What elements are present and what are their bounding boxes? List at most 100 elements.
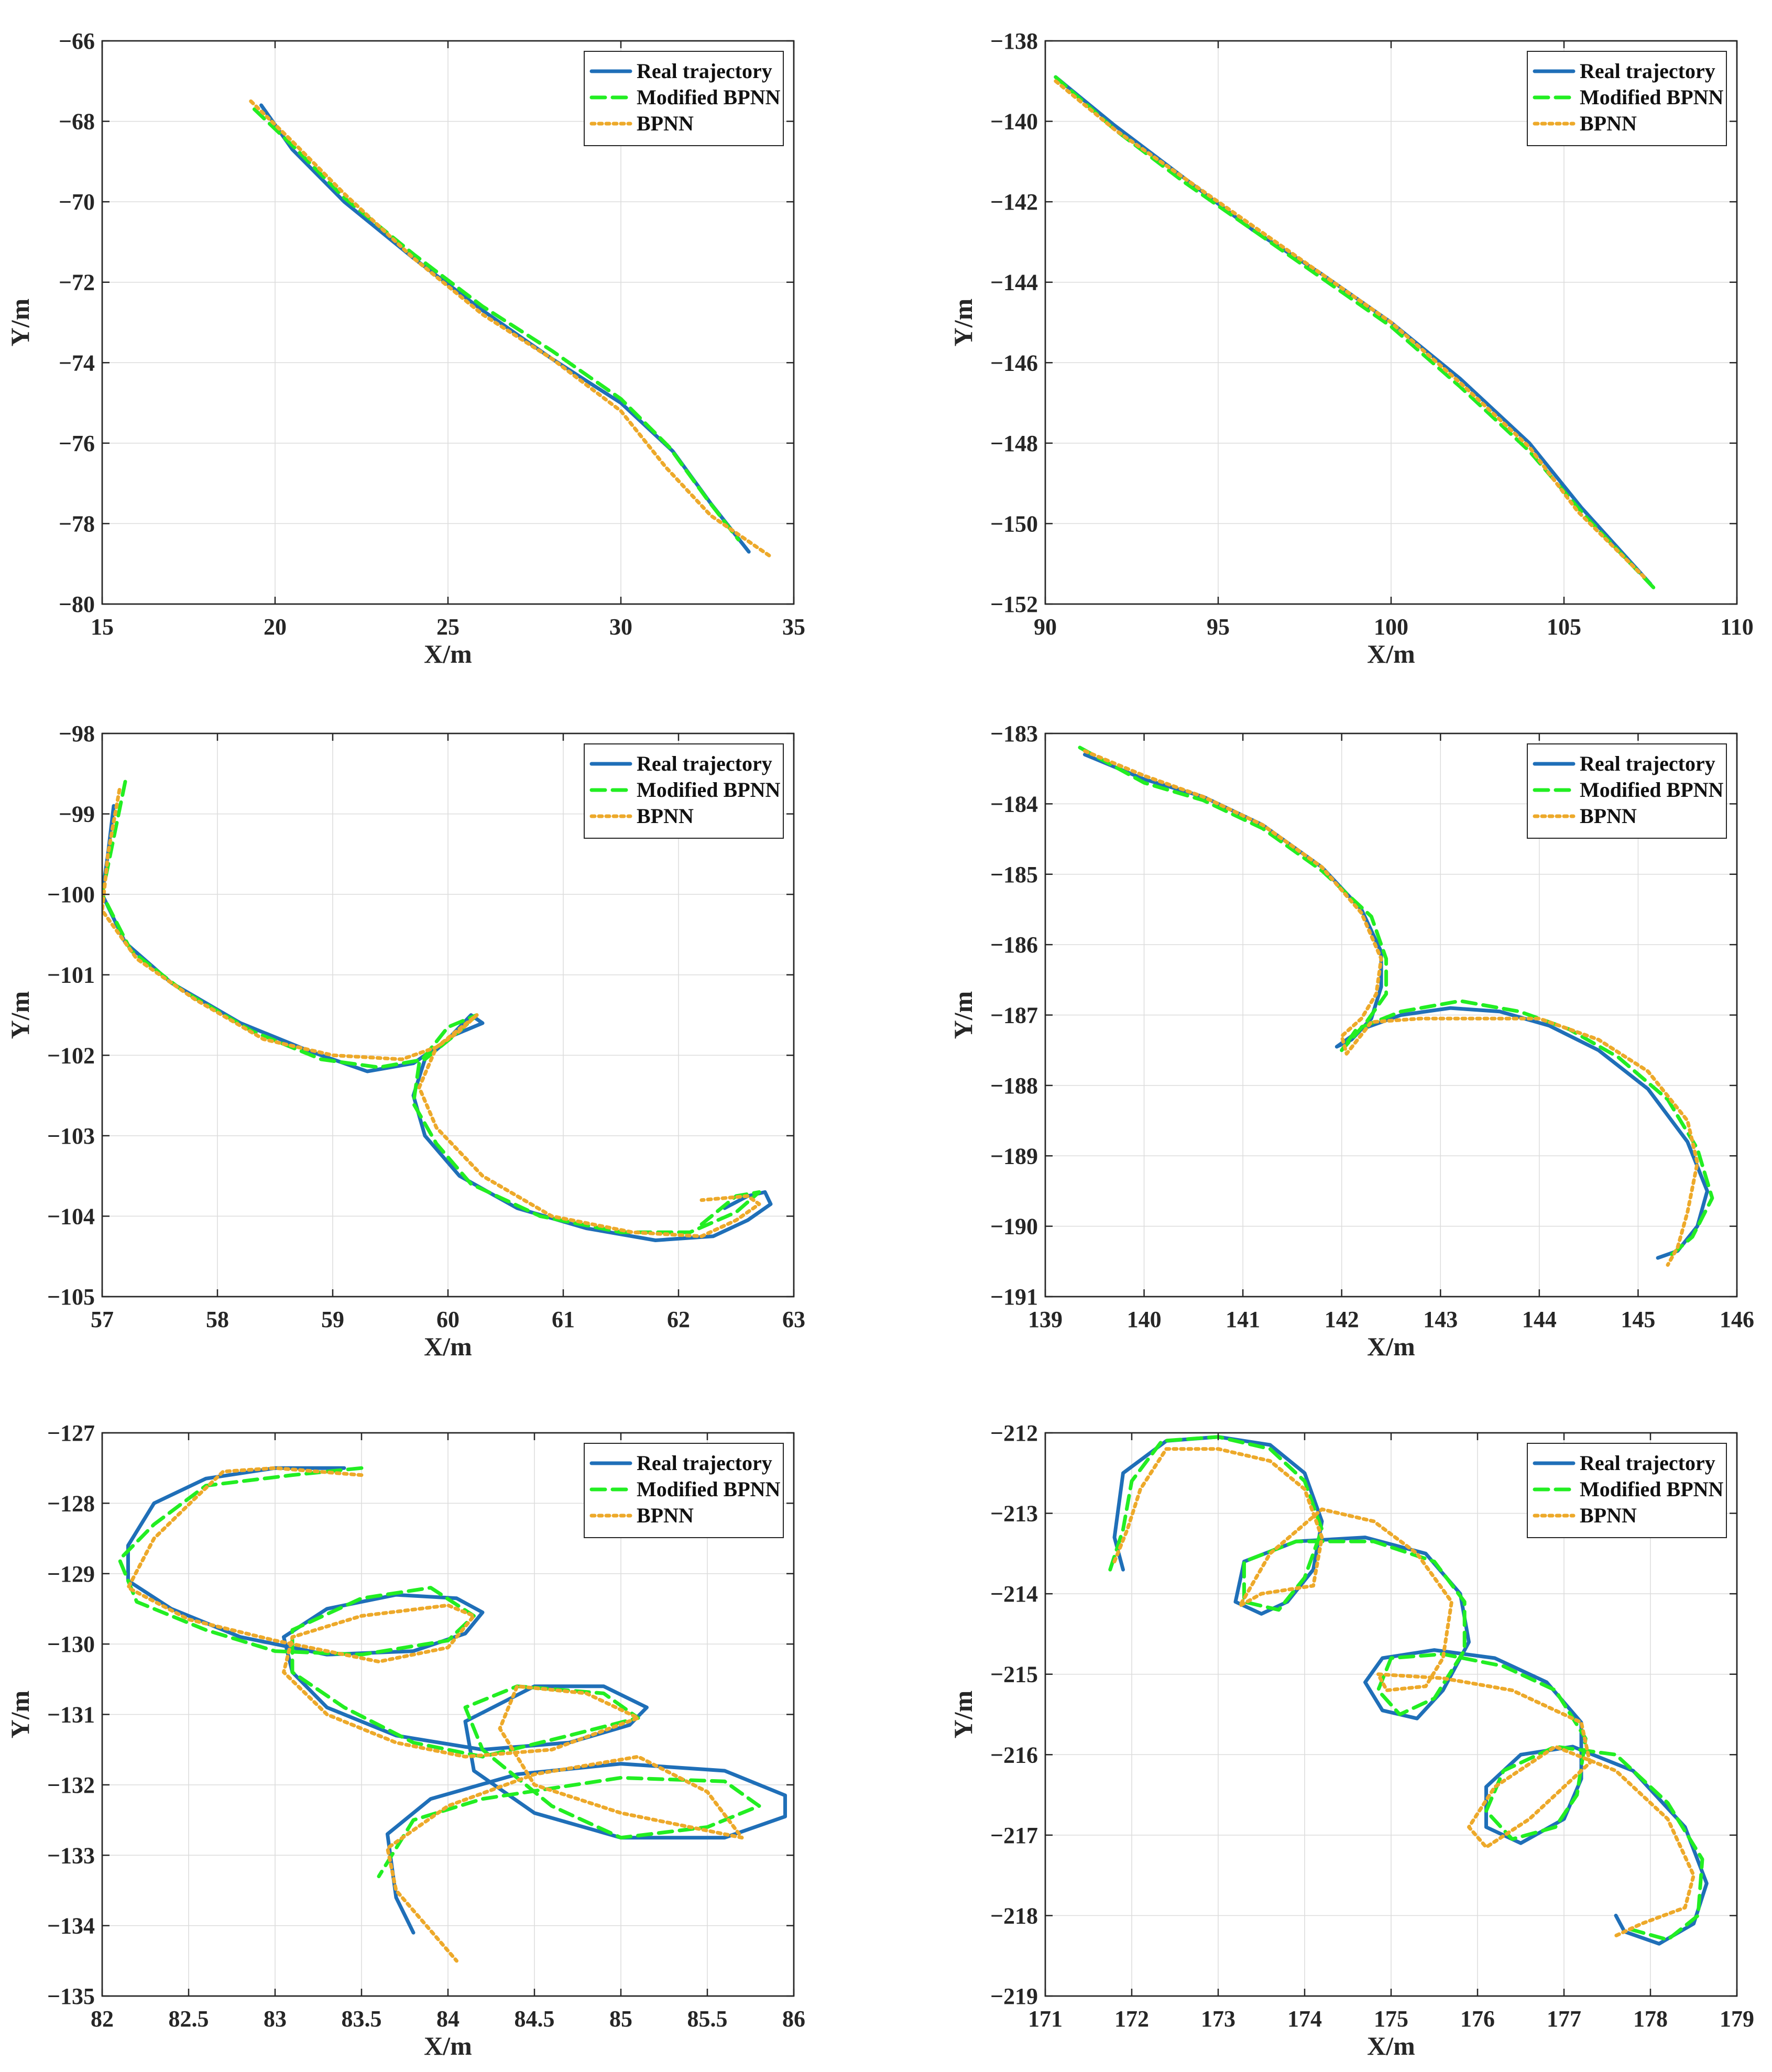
y-axis-label: Y/m bbox=[5, 1691, 35, 1739]
y-tick-label: −104 bbox=[47, 1203, 95, 1229]
x-tick-label: 86 bbox=[782, 2006, 805, 2032]
y-tick-label: −68 bbox=[59, 109, 95, 135]
y-tick-label: −189 bbox=[990, 1143, 1038, 1169]
y-tick-label: −184 bbox=[990, 791, 1038, 817]
y-axis-label: Y/m bbox=[948, 991, 978, 1039]
x-tick-label: 174 bbox=[1287, 2006, 1322, 2032]
y-tick-label: −217 bbox=[990, 1823, 1038, 1848]
legend-label: BPNN bbox=[1580, 1504, 1637, 1527]
x-tick-label: 177 bbox=[1547, 2006, 1581, 2032]
x-tick-label: 84.5 bbox=[515, 2006, 555, 2032]
y-tick-label: −100 bbox=[47, 882, 95, 907]
y-tick-label: −219 bbox=[990, 1983, 1038, 2009]
legend-label: Modified BPNN bbox=[1580, 778, 1724, 802]
x-tick-label: 59 bbox=[321, 1307, 344, 1332]
x-tick-label: 175 bbox=[1374, 2006, 1408, 2032]
y-tick-label: −135 bbox=[47, 1983, 95, 2009]
series-line-bpnn bbox=[249, 99, 772, 558]
y-tick-label: −130 bbox=[47, 1631, 95, 1657]
legend-label: Modified BPNN bbox=[637, 85, 781, 109]
x-tick-label: 173 bbox=[1201, 2006, 1235, 2032]
x-tick-label: 142 bbox=[1325, 1307, 1359, 1332]
series-line-bpnn bbox=[1082, 749, 1700, 1267]
series-line-bpnn bbox=[1112, 1447, 1696, 1938]
x-axis-label: X/m bbox=[1367, 1332, 1415, 1361]
legend-label: Real trajectory bbox=[1580, 1451, 1715, 1475]
x-tick-label: 178 bbox=[1633, 2006, 1668, 2032]
legend-label: BPNN bbox=[637, 112, 694, 135]
chart-panel-4: 139 140 141 142 143 144 145 146 −191 −190 −189 −188… bbox=[948, 721, 1754, 1361]
y-tick-label: −187 bbox=[990, 1003, 1038, 1028]
x-tick-label: 35 bbox=[782, 614, 805, 640]
x-tick-label: 63 bbox=[782, 1307, 805, 1332]
y-tick-label: −74 bbox=[59, 350, 95, 376]
x-tick-label: 179 bbox=[1720, 2006, 1754, 2032]
legend-label: Real trajectory bbox=[637, 59, 772, 83]
y-tick-label: −131 bbox=[47, 1702, 95, 1728]
y-tick-label: −188 bbox=[990, 1073, 1038, 1099]
legend-label: BPNN bbox=[1580, 112, 1637, 135]
series-group bbox=[1078, 746, 1714, 1267]
x-tick-label: 110 bbox=[1720, 614, 1754, 640]
series-group bbox=[1108, 1435, 1709, 1946]
y-tick-label: −72 bbox=[59, 270, 95, 295]
y-tick-label: −186 bbox=[990, 932, 1038, 958]
y-tick-label: −185 bbox=[990, 862, 1038, 887]
series-group bbox=[117, 1466, 787, 1963]
y-tick-label: −190 bbox=[990, 1214, 1038, 1240]
y-tick-label: −80 bbox=[59, 591, 95, 617]
y-tick-label: −133 bbox=[47, 1843, 95, 1868]
series-line-bpnn bbox=[102, 788, 761, 1238]
y-tick-label: −216 bbox=[990, 1742, 1038, 1768]
x-tick-label: 172 bbox=[1114, 2006, 1149, 2032]
y-tick-label: −215 bbox=[990, 1662, 1038, 1687]
y-tick-label: −78 bbox=[59, 511, 95, 536]
legend-label: Real trajectory bbox=[1580, 59, 1715, 83]
x-tick-label: 100 bbox=[1374, 614, 1408, 640]
x-axis-label: X/m bbox=[424, 639, 472, 668]
y-tick-label: −212 bbox=[990, 1420, 1038, 1446]
x-tick-label: 90 bbox=[1034, 614, 1057, 640]
series-group bbox=[249, 99, 772, 558]
y-axis-label: Y/m bbox=[948, 299, 978, 347]
x-tick-label: 95 bbox=[1207, 614, 1230, 640]
y-tick-label: −152 bbox=[990, 591, 1038, 617]
y-tick-label: −101 bbox=[47, 962, 95, 988]
legend-label: Modified BPNN bbox=[637, 1477, 781, 1501]
y-tick-label: −138 bbox=[990, 28, 1038, 54]
x-tick-label: 171 bbox=[1028, 2006, 1063, 2032]
x-axis-label: X/m bbox=[424, 2031, 472, 2060]
y-axis-label: Y/m bbox=[5, 991, 35, 1039]
y-axis-label: Y/m bbox=[948, 1691, 978, 1739]
series-line-modified-bpnn bbox=[117, 1466, 761, 1879]
y-tick-label: −148 bbox=[990, 431, 1038, 456]
y-tick-label: −142 bbox=[990, 189, 1038, 215]
series-group bbox=[102, 780, 773, 1242]
series-line-modified-bpnn bbox=[252, 107, 740, 542]
y-axis-label: Y/m bbox=[5, 299, 35, 347]
x-tick-label: 57 bbox=[91, 1307, 114, 1332]
x-tick-label: 62 bbox=[667, 1307, 690, 1332]
y-tick-label: −98 bbox=[59, 721, 95, 747]
y-tick-label: −103 bbox=[47, 1123, 95, 1149]
y-tick-label: −76 bbox=[59, 431, 95, 456]
x-axis-label: X/m bbox=[1367, 2031, 1415, 2060]
y-tick-label: −132 bbox=[47, 1772, 95, 1798]
series-line-real-trajectory bbox=[1112, 1435, 1709, 1946]
y-tick-label: −150 bbox=[990, 511, 1038, 536]
y-tick-label: −66 bbox=[59, 28, 95, 54]
y-tick-label: −218 bbox=[990, 1903, 1038, 1928]
x-tick-label: 83.5 bbox=[342, 2006, 382, 2032]
chart-panel-5: 82 82.5 83 83.5 84 84.5 85 85.5 86 −135 −134 −133 −1… bbox=[5, 1420, 805, 2060]
x-tick-label: 85 bbox=[609, 2006, 632, 2032]
legend-label: Real trajectory bbox=[637, 1451, 772, 1475]
x-tick-label: 141 bbox=[1226, 1307, 1260, 1332]
x-tick-label: 144 bbox=[1522, 1307, 1557, 1332]
